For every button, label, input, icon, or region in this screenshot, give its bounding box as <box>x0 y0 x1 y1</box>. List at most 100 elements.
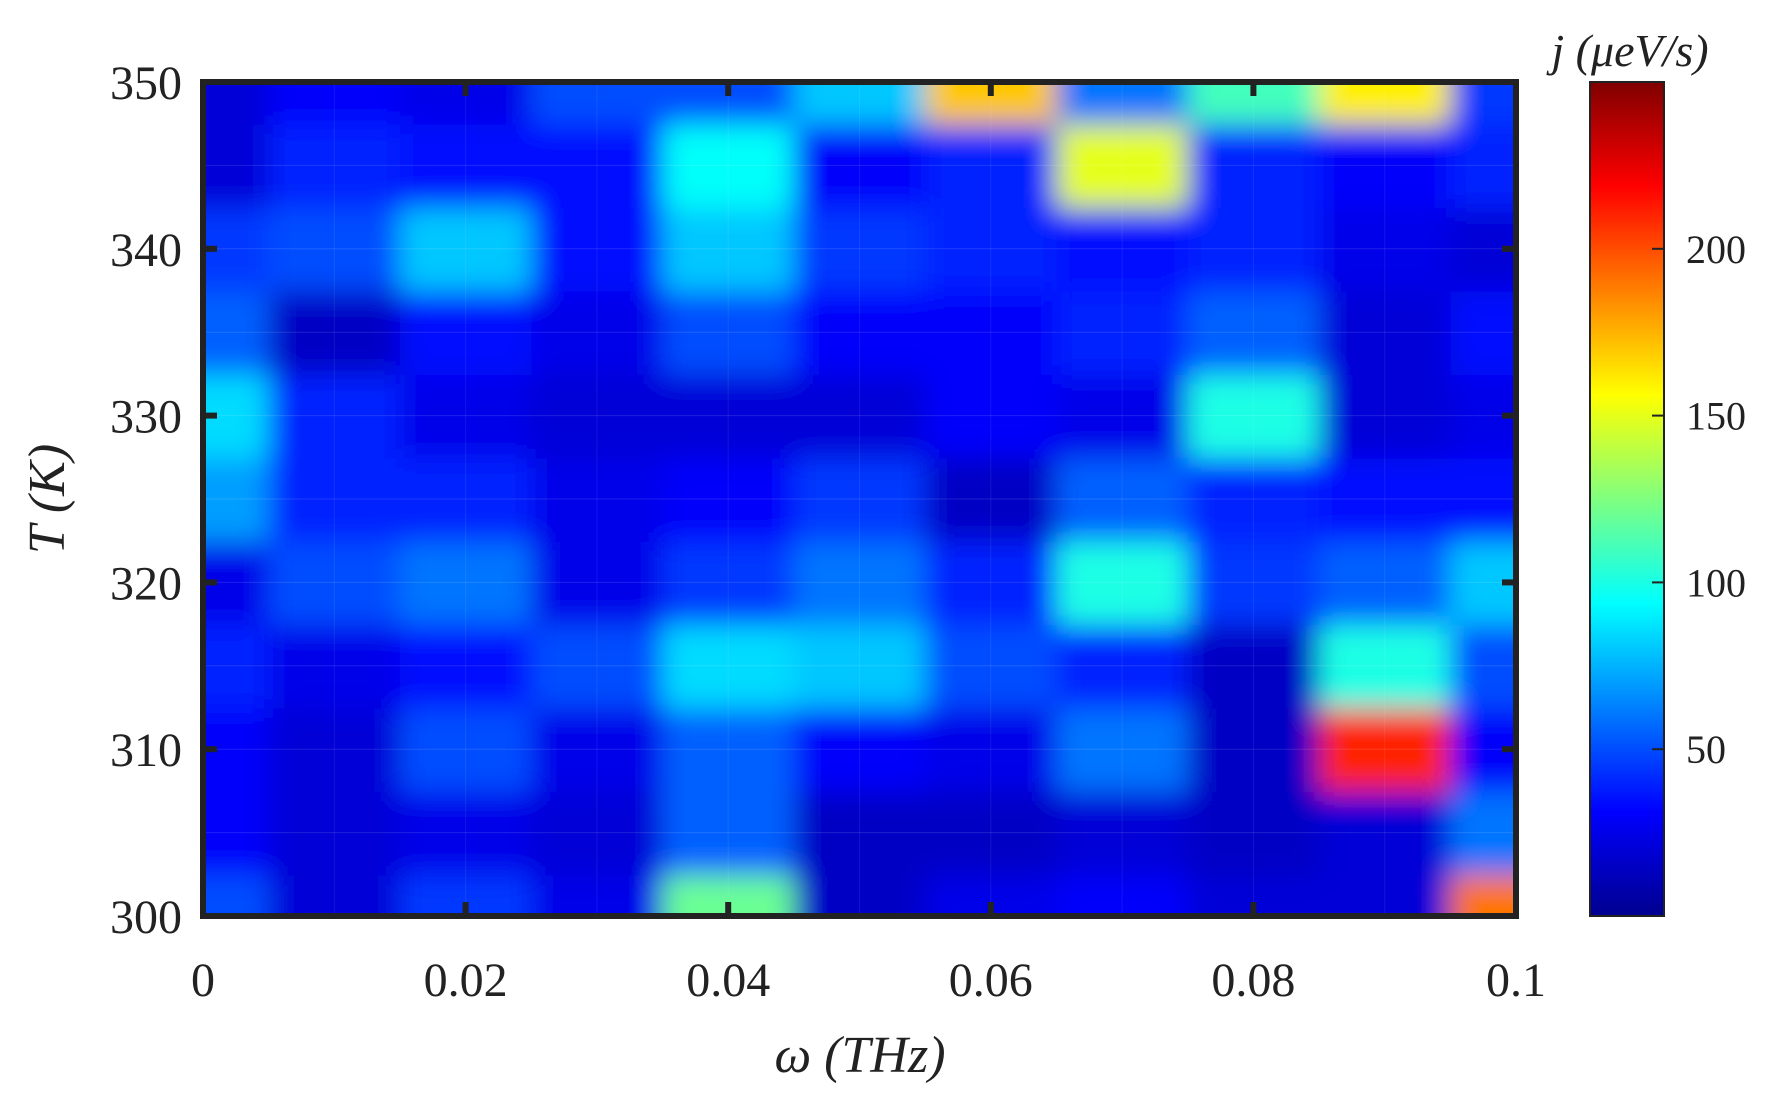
heatmap-cell <box>1056 290 1189 375</box>
colorbar-ticks: 50 100 150 200 <box>1652 227 1746 772</box>
heatmap-cell <box>531 707 664 792</box>
heatmap-cell <box>1319 207 1452 292</box>
heatmap-cell <box>531 290 664 375</box>
heatmap-cell <box>1056 790 1189 876</box>
heatmap-cell <box>203 624 270 709</box>
heatmap-cell <box>268 874 401 916</box>
x-tick-label: 0.1 <box>1486 954 1546 1007</box>
heatmap-cell <box>1056 123 1189 209</box>
y-axis-title: T (K) <box>19 444 76 554</box>
x-tick-label: 0.06 <box>949 954 1033 1007</box>
heatmap-cell <box>268 290 401 375</box>
colorbar-title: j (μeV/s) <box>1546 25 1708 76</box>
heatmap-cell <box>1187 624 1321 709</box>
heatmap-cell <box>1187 540 1321 626</box>
heatmap-cell <box>1450 82 1516 125</box>
heatmap-cell <box>1056 707 1189 792</box>
heatmap-cell <box>662 373 795 459</box>
heatmap-cell <box>793 290 927 375</box>
heatmap-cell <box>1319 540 1452 626</box>
colorbar-tick-label: 150 <box>1686 394 1746 439</box>
x-tick-label: 0.08 <box>1211 954 1295 1007</box>
x-tick-labels: 0 0.02 0.04 0.06 0.08 0.1 <box>191 954 1546 1007</box>
plot-frame <box>200 79 1519 919</box>
heatmap-cell <box>1450 290 1516 375</box>
y-tick-label: 340 <box>110 224 182 277</box>
heatmap-cell <box>925 373 1058 459</box>
heatmap-cell <box>203 123 270 209</box>
heatmap-cell <box>793 207 927 292</box>
heatmap-cell <box>531 123 664 209</box>
heatmap-cell <box>268 624 401 709</box>
heatmap-cell <box>1450 874 1516 916</box>
x-tick-label: 0 <box>191 954 215 1007</box>
y-tick-label: 350 <box>110 57 182 110</box>
heatmap-cell <box>1450 123 1516 209</box>
heatmap-cell <box>399 624 533 709</box>
heatmap-cell <box>268 457 401 542</box>
heatmap-cell <box>399 790 533 876</box>
grid-lines <box>203 82 1516 916</box>
heatmap-cell <box>203 82 270 125</box>
heatmap-cell <box>793 540 927 626</box>
heatmap-cell <box>1056 874 1189 916</box>
heatmap-cell <box>925 707 1058 792</box>
heatmap-cell <box>1319 707 1452 792</box>
heatmap-cell <box>1056 82 1189 125</box>
heatmap-cell <box>793 123 927 209</box>
heatmap-cell <box>793 874 927 916</box>
heatmap-cell <box>203 290 270 375</box>
heatmap-cell <box>531 373 664 459</box>
heatmap-cell <box>1187 123 1321 209</box>
heatmap-cell <box>531 624 664 709</box>
heatmap-cell <box>793 373 927 459</box>
heatmap-cell <box>531 457 664 542</box>
axis-ticks <box>200 79 1519 919</box>
heatmap-cell <box>1319 82 1452 125</box>
heatmap-cell <box>925 624 1058 709</box>
heatmap-cell <box>925 290 1058 375</box>
heatmap-cell <box>925 207 1058 292</box>
y-tick-label: 330 <box>110 391 182 444</box>
heatmap-cell <box>1450 457 1516 542</box>
heatmap-cell <box>399 207 533 292</box>
heatmap-cell <box>662 707 795 792</box>
heatmap-cell <box>1056 207 1189 292</box>
heatmap-cell <box>1319 457 1452 542</box>
y-tick-label: 310 <box>110 724 182 777</box>
heatmap-cell <box>662 207 795 292</box>
heatmap-cell <box>925 123 1058 209</box>
heatmap-cell <box>399 290 533 375</box>
heatmap-cell <box>793 457 927 542</box>
colorbar-tick-label: 100 <box>1686 560 1746 605</box>
heatmap-cell <box>1319 874 1452 916</box>
heatmap-cell <box>268 82 401 125</box>
heatmap-cell <box>1056 540 1189 626</box>
heatmap-cell <box>1319 290 1452 375</box>
heatmap-cell <box>662 540 795 626</box>
heatmap-cell <box>1056 624 1189 709</box>
heatmap-cell <box>268 123 401 209</box>
heatmap-cell <box>662 624 795 709</box>
colorbar <box>1589 81 1665 917</box>
x-axis-title: ω (THz) <box>774 1027 945 1084</box>
heatmap-cell <box>793 707 927 792</box>
heatmap-cell <box>1187 373 1321 459</box>
heatmap-cell <box>268 373 401 459</box>
heatmap-cell <box>1319 123 1452 209</box>
x-tick-label: 0.04 <box>686 954 770 1007</box>
heatmap-cell <box>662 457 795 542</box>
heatmap-cell <box>1187 290 1321 375</box>
heatmap-blur-layer <box>203 82 1516 916</box>
heatmap-cell <box>268 207 401 292</box>
heatmap-cell <box>531 207 664 292</box>
heatmap-cell <box>268 540 401 626</box>
colorbar-tick-label: 200 <box>1686 227 1746 272</box>
heatmap-cell <box>268 707 401 792</box>
heatmap-cell <box>1056 373 1189 459</box>
heatmap-cell <box>531 874 664 916</box>
heatmap-cell <box>531 540 664 626</box>
y-tick-labels: 300 310 320 330 340 350 <box>110 57 182 944</box>
heatmap-cell <box>203 457 270 542</box>
